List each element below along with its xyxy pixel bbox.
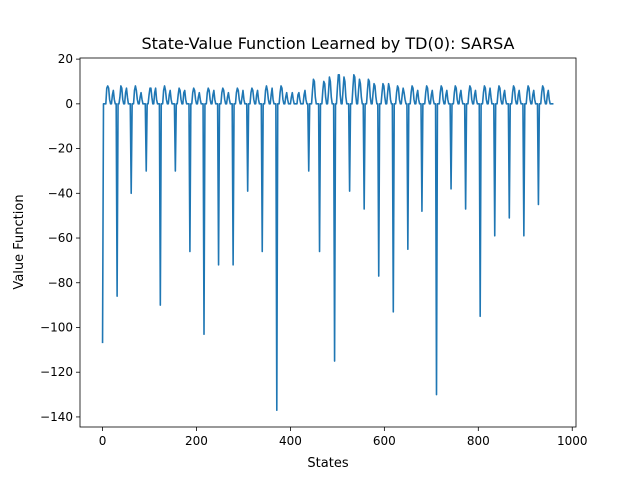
x-axis-ticks: 0 200 400 600 800 1000 [99,427,588,448]
chart-title: State-Value Function Learned by TD(0): S… [141,34,514,53]
plot-area [101,73,554,412]
y-tick-label: −80 [48,276,73,290]
series-line [101,73,554,412]
y-tick-label: −100 [40,320,73,334]
y-tick-label: −120 [40,365,73,379]
x-axis-label: States [307,456,348,471]
x-tick-label: 400 [279,434,302,448]
axes-frame [79,57,577,428]
y-tick-label: −20 [48,142,73,156]
x-tick-label: 0 [99,434,107,448]
y-axis-ticks: 20 0 −20 −40 −60 −80 −100 −120 −140 [40,52,80,424]
y-axis-label: Value Function [12,194,27,289]
x-tick-label: 1000 [557,434,588,448]
x-tick-label: 800 [467,434,490,448]
y-tick-label: 0 [65,97,73,111]
x-tick-label: 200 [185,434,208,448]
y-tick-label: 20 [58,52,73,66]
x-tick-label: 600 [373,434,396,448]
y-tick-label: −40 [48,186,73,200]
y-tick-label: −140 [40,410,73,424]
y-tick-label: −60 [48,231,73,245]
